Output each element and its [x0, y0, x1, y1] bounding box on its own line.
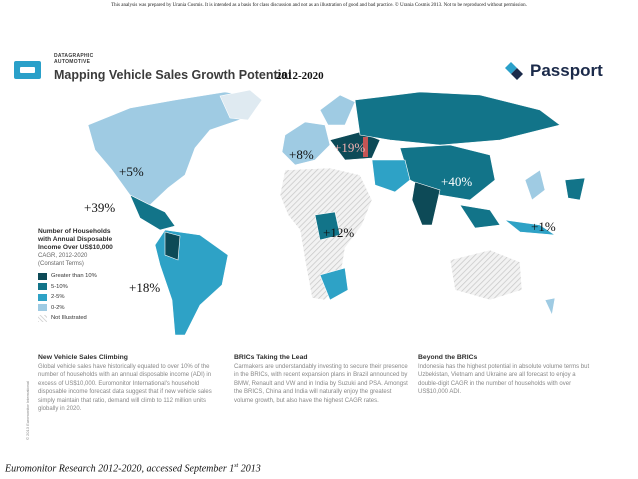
map-label: +5% [119, 164, 144, 179]
legend-item: 5-10% [38, 282, 123, 293]
legend-label: 5-10% [51, 283, 68, 290]
legend-item: 0-2% [38, 303, 123, 314]
legend-items: Greater than 10% 5-10% 2-5% 0-2% Not Illustr… [38, 271, 123, 324]
landmass [87, 89, 586, 336]
text-column: Beyond the BRICs Indonesia has the highes… [418, 354, 596, 397]
map-label: +1% [531, 219, 556, 234]
side-note: © 2013 Euromonitor International [25, 381, 30, 440]
legend-item: 2-5% [38, 292, 123, 303]
arrow-icon [363, 137, 368, 157]
map-label: +18% [129, 280, 161, 295]
legend-swatch [38, 293, 47, 301]
text-column: New Vehicle Sales Climbing Global vehicle… [38, 354, 216, 413]
map [14, 61, 586, 336]
kicker: DATAGRAPHIC [54, 53, 94, 59]
legend-item: Greater than 10% [38, 271, 123, 282]
map-label: +39% [84, 200, 116, 215]
column-body: Indonesia has the highest potential in a… [418, 364, 590, 396]
legend-label: Not Illustrated [51, 315, 87, 322]
map-label: +8% [289, 147, 314, 162]
footer-sup: st [234, 463, 239, 469]
map-label: +12% [323, 225, 355, 240]
footer-text: Euromonitor Research 2012-2020, accessed… [5, 463, 235, 475]
period: 2012-2020 [276, 70, 324, 82]
brand: Passport [530, 61, 603, 80]
footer-tail: 2013 [238, 463, 261, 475]
column-heading: New Vehicle Sales Climbing [38, 354, 128, 361]
title: Mapping Vehicle Sales Growth Potential [54, 68, 292, 82]
map-label: +19% [334, 140, 366, 155]
disclaimer: This analysis was prepared by Urania Cos… [111, 3, 527, 8]
kicker: AUTOMOTIVE [54, 59, 91, 65]
legend-item: Not Illustrated [38, 313, 123, 324]
column-heading: BRICs Taking the Lead [234, 354, 308, 361]
brand-logo [505, 62, 523, 80]
legend: Number of Households with Annual Disposa… [38, 228, 123, 324]
legend-swatch [38, 304, 47, 312]
legend-swatch [38, 272, 47, 280]
legend-swatch [38, 283, 47, 291]
footer: Euromonitor Research 2012-2020, accessed… [5, 463, 261, 474]
legend-label: Greater than 10% [51, 273, 97, 280]
legend-subtitle: (Constant Terms) [38, 261, 84, 267]
map-label: +40% [441, 174, 473, 189]
column-body: Global vehicle sales have historically e… [38, 364, 212, 413]
legend-label: 0-2% [51, 304, 65, 311]
legend-label: 2-5% [51, 294, 65, 301]
legend-title: Number of Households with Annual Disposa… [38, 228, 113, 251]
car-icon [20, 67, 35, 73]
column-heading: Beyond the BRICs [418, 354, 478, 361]
legend-subtitle: CAGR, 2012-2020 [38, 253, 88, 259]
text-column: BRICs Taking the Lead Carmakers are under… [234, 354, 412, 405]
legend-swatch [38, 314, 47, 322]
column-body: Carmakers are understandably investing t… [234, 364, 408, 404]
